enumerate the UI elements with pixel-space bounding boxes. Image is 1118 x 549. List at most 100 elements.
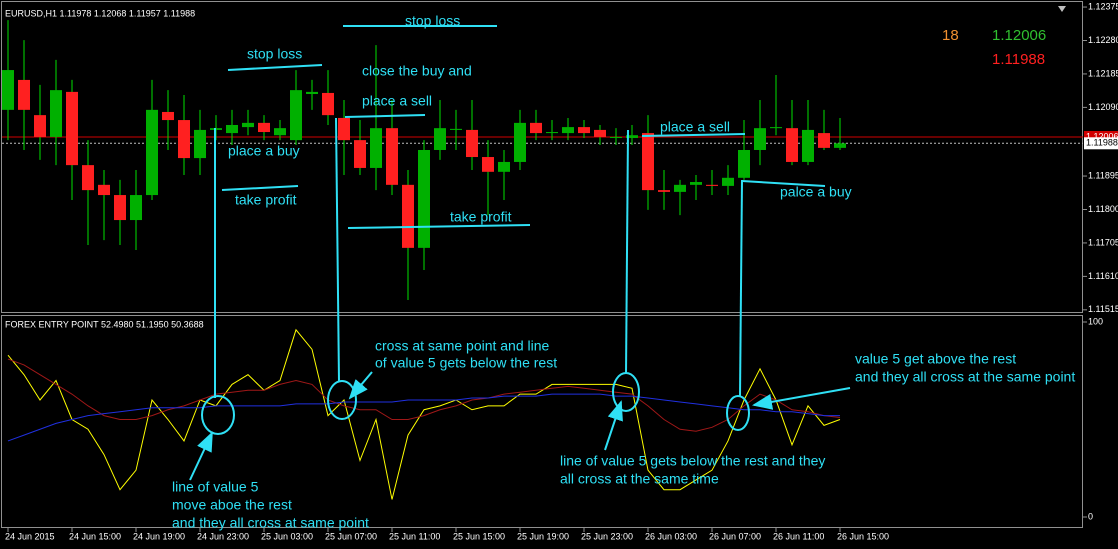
y-tick-label: 1.12280 bbox=[1088, 35, 1118, 45]
x-tick-label: 24 Jun 2015 bbox=[5, 531, 55, 541]
candle-body bbox=[562, 127, 574, 134]
annotation: take profit bbox=[450, 209, 512, 225]
candle-body bbox=[498, 161, 510, 172]
candle-body bbox=[658, 190, 670, 192]
candle-body bbox=[514, 122, 526, 162]
cross-circle bbox=[726, 395, 750, 431]
arrow bbox=[604, 400, 623, 451]
candle-body bbox=[770, 127, 782, 129]
candle-body bbox=[66, 91, 78, 166]
candle-body bbox=[802, 129, 814, 162]
y-tick-label: 1.12090 bbox=[1088, 102, 1118, 112]
candle-body bbox=[722, 177, 734, 186]
candle-body bbox=[610, 136, 622, 139]
candle-body bbox=[450, 128, 462, 130]
indicator-title: FOREX ENTRY POINT 52.4980 51.1950 50.368… bbox=[5, 319, 204, 329]
x-tick-label: 25 Jun 19:00 bbox=[517, 531, 569, 541]
candle-body bbox=[594, 129, 606, 137]
x-tick-label: 25 Jun 03:00 bbox=[261, 531, 313, 541]
candle-body bbox=[482, 157, 494, 172]
x-tick-label: 26 Jun 15:00 bbox=[837, 531, 889, 541]
underline bbox=[227, 64, 323, 71]
candle-body bbox=[754, 128, 766, 150]
candle-body bbox=[290, 90, 302, 141]
cross-circle bbox=[201, 395, 235, 435]
connector bbox=[625, 129, 629, 375]
candle-body bbox=[130, 195, 142, 221]
candle-body bbox=[354, 140, 366, 168]
arrow bbox=[189, 431, 213, 481]
underline bbox=[344, 114, 426, 118]
candle-body bbox=[34, 115, 46, 137]
annotation: stop loss bbox=[405, 13, 460, 29]
candle-body bbox=[178, 120, 190, 159]
candle-body bbox=[642, 133, 654, 191]
arrow bbox=[752, 387, 851, 410]
candle-body bbox=[738, 149, 750, 178]
candle-body bbox=[674, 184, 686, 192]
annotation: value 5 get above the rest bbox=[855, 351, 1016, 367]
y-tick-label: 1.12375 bbox=[1088, 1, 1118, 11]
candle-body bbox=[146, 109, 158, 196]
annotation: place a buy bbox=[228, 143, 300, 159]
candle-body bbox=[530, 122, 542, 134]
main-frame bbox=[1, 1, 1083, 313]
candle-body bbox=[274, 128, 286, 136]
cross-circle bbox=[612, 372, 640, 412]
underline bbox=[221, 185, 299, 191]
candle-body bbox=[434, 128, 446, 150]
x-tick-label: 25 Jun 15:00 bbox=[453, 531, 505, 541]
y-tick-label: 1.11705 bbox=[1088, 237, 1118, 247]
candle-body bbox=[2, 70, 14, 110]
y-tick-label: 0 bbox=[1088, 511, 1093, 521]
x-tick-label: 25 Jun 07:00 bbox=[325, 531, 377, 541]
x-tick-label: 25 Jun 23:00 bbox=[581, 531, 633, 541]
candle-body bbox=[194, 129, 206, 159]
y-tick-label: 1.11895 bbox=[1088, 170, 1118, 180]
connector bbox=[335, 117, 340, 383]
annotation: all cross at the same time bbox=[560, 471, 719, 487]
x-tick-label: 24 Jun 19:00 bbox=[133, 531, 185, 541]
annotation: take profit bbox=[235, 192, 297, 208]
candle-body bbox=[258, 122, 270, 133]
candle-body bbox=[402, 184, 414, 248]
indicator-line bbox=[7, 358, 841, 432]
candle-body bbox=[242, 122, 254, 128]
annotation: stop loss bbox=[247, 46, 302, 62]
cross-circle bbox=[327, 380, 357, 420]
annotation: palce a buy bbox=[780, 184, 852, 200]
candle-body bbox=[418, 149, 430, 248]
bid-price: 1.11988 bbox=[992, 51, 1045, 68]
price-tag-label: 1.11988 bbox=[1086, 138, 1118, 148]
candle-body bbox=[82, 165, 94, 191]
candle-body bbox=[706, 184, 718, 186]
y-tick-label: 100 bbox=[1088, 316, 1103, 326]
y-tick-label: 1.11800 bbox=[1088, 204, 1118, 214]
candle-body bbox=[98, 184, 110, 196]
scroll-marker bbox=[1058, 6, 1066, 12]
indicator-frame bbox=[1, 315, 1083, 528]
x-tick-label: 24 Jun 15:00 bbox=[69, 531, 121, 541]
price-tag-label: 1.12006 bbox=[1086, 131, 1118, 141]
annotation-shapes bbox=[189, 25, 851, 481]
candle-body bbox=[18, 79, 30, 110]
candle-body bbox=[370, 128, 382, 168]
annotation: line of value 5 bbox=[172, 479, 259, 495]
x-tick-label: 26 Jun 11:00 bbox=[773, 531, 824, 541]
x-tick-label: 24 Jun 23:00 bbox=[197, 531, 249, 541]
annotation: move aboe the rest bbox=[172, 497, 292, 513]
x-tick-label: 25 Jun 11:00 bbox=[389, 531, 440, 541]
annotation: cross at same point and line bbox=[375, 338, 550, 354]
y-tick-label: 1.11610 bbox=[1088, 271, 1118, 281]
annotation: of value 5 gets below the rest bbox=[375, 355, 557, 371]
underline bbox=[641, 133, 746, 137]
indicator-line bbox=[7, 393, 840, 442]
underline bbox=[347, 224, 531, 229]
candle-body bbox=[322, 92, 334, 116]
price-tag bbox=[1084, 137, 1118, 150]
main-title: EURUSD,H1 1.11978 1.12068 1.11957 1.1198… bbox=[5, 8, 195, 18]
indicator-line bbox=[7, 328, 841, 500]
underline bbox=[741, 180, 826, 187]
annotation: and they all cross at same point bbox=[172, 515, 369, 531]
annotation: and they all cross at the same point bbox=[855, 369, 1075, 385]
